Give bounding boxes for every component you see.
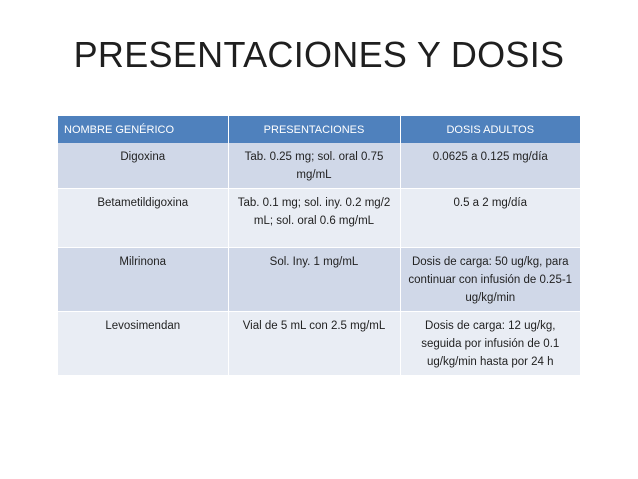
table-row: Levosimendan Vial de 5 mL con 2.5 mg/mL … [58, 311, 580, 376]
header-generic-name: NOMBRE GENÉRICO [58, 116, 229, 143]
slide-title: PRESENTACIONES Y DOSIS [73, 34, 565, 75]
cell-generic-name: Milrinona [58, 247, 229, 312]
header-adult-dose: DOSIS ADULTOS [400, 116, 580, 143]
cell-generic-name: Digoxina [58, 143, 229, 189]
dosage-table: NOMBRE GENÉRICO PRESENTACIONES DOSIS ADU… [58, 116, 580, 376]
cell-adult-dose: Dosis de carga: 50 ug/kg, para continuar… [400, 247, 580, 312]
cell-presentations: Sol. Iny. 1 mg/mL [228, 247, 401, 312]
cell-adult-dose: 0.0625 a 0.125 mg/día [400, 143, 580, 189]
cell-generic-name: Levosimendan [58, 311, 229, 376]
table-row: Digoxina Tab. 0.25 mg; sol. oral 0.75 mg… [58, 143, 580, 189]
table-header-row: NOMBRE GENÉRICO PRESENTACIONES DOSIS ADU… [58, 116, 580, 143]
cell-generic-name: Betametildigoxina [58, 188, 229, 248]
cell-presentations: Tab. 0.1 mg; sol. iny. 0.2 mg/2 mL; sol.… [228, 188, 401, 248]
cell-adult-dose: 0.5 a 2 mg/día [400, 188, 580, 248]
table-row: Milrinona Sol. Iny. 1 mg/mL Dosis de car… [58, 247, 580, 312]
cell-adult-dose: Dosis de carga: 12 ug/kg, seguida por in… [400, 311, 580, 376]
table-row: Betametildigoxina Tab. 0.1 mg; sol. iny.… [58, 188, 580, 248]
cell-presentations: Vial de 5 mL con 2.5 mg/mL [228, 311, 401, 376]
cell-presentations: Tab. 0.25 mg; sol. oral 0.75 mg/mL [228, 143, 401, 189]
header-presentations: PRESENTACIONES [228, 116, 401, 143]
